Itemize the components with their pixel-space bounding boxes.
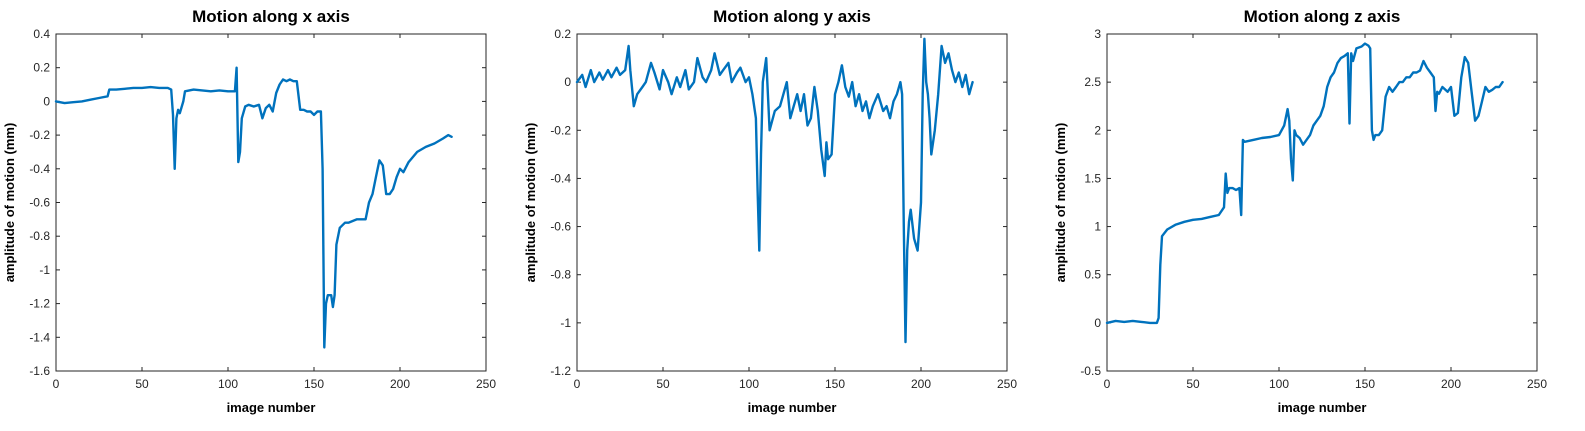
y-tick-label: -0.8 <box>29 229 50 243</box>
chart-motion-x: Motion along x axis 0 50 100 150 200 250 0.4 0.2… <box>2 7 496 415</box>
chart-title: Motion along y axis <box>713 7 871 26</box>
x-tick-label: 100 <box>1269 377 1289 391</box>
y-tick-label: -0.2 <box>550 123 571 137</box>
x-tick-label: 50 <box>656 377 670 391</box>
y-axis-label: amplitude of motion (mm) <box>523 123 538 283</box>
plot-frame <box>576 33 1008 372</box>
y-tick-label: 1.5 <box>1084 171 1101 185</box>
series-line <box>575 37 974 344</box>
plot-frame <box>55 33 487 372</box>
x-axis-label: image number <box>1278 400 1367 415</box>
x-tick-label: 200 <box>390 377 410 391</box>
y-tick-label: -0.8 <box>550 268 571 282</box>
chart-motion-z: Motion along z axis 0 50 100 150 200 250 3 2.5 2 1… <box>1053 7 1547 415</box>
y-axis-label: amplitude of motion (mm) <box>2 123 17 283</box>
y-axis-label: amplitude of motion (mm) <box>1053 123 1068 283</box>
y-tick-label: 0.5 <box>1084 268 1101 282</box>
x-tick-label: 200 <box>911 377 931 391</box>
y-tick-label: -0.4 <box>550 171 571 185</box>
x-tick-label: 150 <box>1355 377 1375 391</box>
y-tick-label: 2 <box>1094 123 1101 137</box>
x-tick-label: 250 <box>476 377 496 391</box>
y-tick-label: -0.5 <box>1080 364 1101 378</box>
x-tick-label: 150 <box>304 377 324 391</box>
y-tick-label: 0.2 <box>33 61 50 75</box>
x-tick-label: 200 <box>1441 377 1461 391</box>
x-tick-label: 100 <box>218 377 238 391</box>
series-line <box>1105 42 1504 325</box>
x-tick-label: 50 <box>135 377 149 391</box>
y-tick-label: -1 <box>39 263 50 277</box>
x-tick-label: 250 <box>1527 377 1547 391</box>
y-tick-label: 1 <box>1094 220 1101 234</box>
y-tick-label: 0.2 <box>554 27 571 41</box>
chart-motion-y: Motion along y axis 0 50 100 150 200 250 0.2 0 -0… <box>523 7 1017 415</box>
y-tick-label: -1.6 <box>29 364 50 378</box>
x-tick-label: 50 <box>1186 377 1200 391</box>
y-tick-label: -0.6 <box>550 220 571 234</box>
y-tick-label: -1.4 <box>29 330 50 344</box>
x-axis-label: image number <box>227 400 316 415</box>
x-tick-label: 150 <box>825 377 845 391</box>
x-tick-label: 100 <box>739 377 759 391</box>
y-tick-label: 2.5 <box>1084 75 1101 89</box>
x-tick-label: 0 <box>574 377 581 391</box>
y-tick-label: -0.4 <box>29 162 50 176</box>
y-tick-label: -0.6 <box>29 196 50 210</box>
x-axis-label: image number <box>748 400 837 415</box>
y-tick-label: -1.2 <box>550 364 571 378</box>
x-tick-label: 0 <box>1104 377 1111 391</box>
plot-frame <box>1106 33 1538 372</box>
y-tick-label: -1 <box>560 316 571 330</box>
series-line <box>54 66 453 349</box>
y-tick-label: 0 <box>564 75 571 89</box>
y-tick-label: 0 <box>1094 316 1101 330</box>
y-tick-label: -0.2 <box>29 128 50 142</box>
y-tick-label: -1.2 <box>29 297 50 311</box>
y-tick-label: 3 <box>1094 27 1101 41</box>
y-tick-label: 0.4 <box>33 27 50 41</box>
chart-title: Motion along x axis <box>192 7 350 26</box>
y-tick-label: 0 <box>43 94 50 108</box>
x-tick-label: 0 <box>53 377 60 391</box>
x-tick-label: 250 <box>997 377 1017 391</box>
chart-title: Motion along z axis <box>1244 7 1401 26</box>
